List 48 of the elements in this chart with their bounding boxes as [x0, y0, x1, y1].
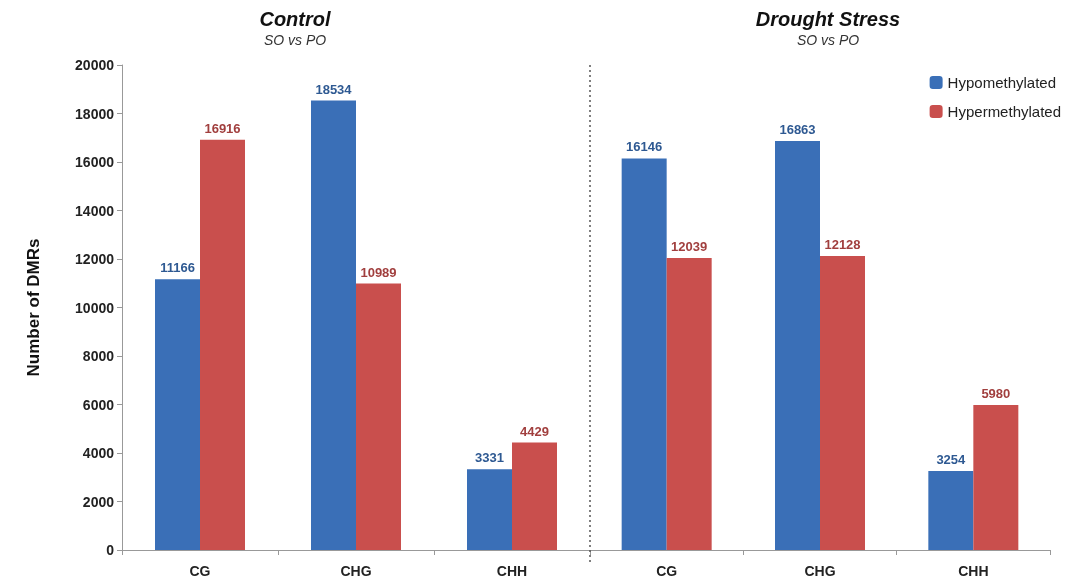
- data-label: 18534: [315, 81, 353, 97]
- bar: [621, 158, 667, 550]
- data-label: 10989: [360, 264, 397, 280]
- bar: [973, 404, 1019, 550]
- bar: [356, 283, 401, 550]
- chart-subtitle: SO vs PO: [796, 32, 860, 48]
- x-tick-label: CHH: [958, 563, 989, 579]
- bar: [467, 469, 512, 550]
- data-label: 12128: [824, 236, 861, 252]
- chart-title: Drought Stress: [755, 8, 901, 30]
- x-tick-label: CHG: [340, 563, 372, 579]
- data-label: 16146: [626, 139, 663, 155]
- y-tick-label: 16000: [75, 154, 115, 170]
- x-tick-label: CHG: [804, 563, 836, 579]
- y-tick-label: 14000: [75, 202, 115, 219]
- bar: [512, 442, 557, 550]
- data-label: 5980: [981, 385, 1011, 401]
- bar: [311, 100, 356, 550]
- y-tick-label: 2000: [82, 493, 115, 510]
- y-tick-label: 12000: [75, 251, 115, 267]
- data-label: 3254: [936, 452, 967, 468]
- chart-subtitle: SO vs PO: [263, 32, 327, 48]
- y-tick-label: 4000: [82, 445, 115, 461]
- data-label: 16916: [204, 120, 241, 136]
- bar: [928, 471, 974, 550]
- x-tick-label: CG: [656, 563, 678, 579]
- bar: [155, 279, 200, 550]
- legend-label: Hypermethylated: [947, 103, 1061, 120]
- data-label: 4429: [520, 423, 549, 439]
- x-tick-label: CHH: [496, 563, 528, 579]
- y-axis-title: Number of DMRs: [24, 238, 43, 377]
- bar: [666, 258, 712, 550]
- x-tick-label: CG: [189, 563, 211, 579]
- y-tick-label: 18000: [75, 105, 115, 122]
- bar: [775, 141, 820, 550]
- data-label: 3331: [475, 450, 504, 466]
- y-tick-label: 20000: [75, 57, 115, 73]
- bar: [200, 139, 245, 550]
- bar: [820, 255, 865, 550]
- y-tick-label: 0: [106, 542, 115, 558]
- data-label: 16863: [779, 122, 816, 138]
- chart-title: Control: [259, 8, 331, 30]
- y-tick-label: 10000: [75, 299, 115, 316]
- y-tick-label: 8000: [82, 348, 115, 364]
- y-tick-label: 6000: [82, 396, 115, 413]
- data-label: 11166: [160, 260, 195, 276]
- legend-label: Hypomethylated: [947, 74, 1057, 91]
- data-label: 12039: [671, 239, 708, 255]
